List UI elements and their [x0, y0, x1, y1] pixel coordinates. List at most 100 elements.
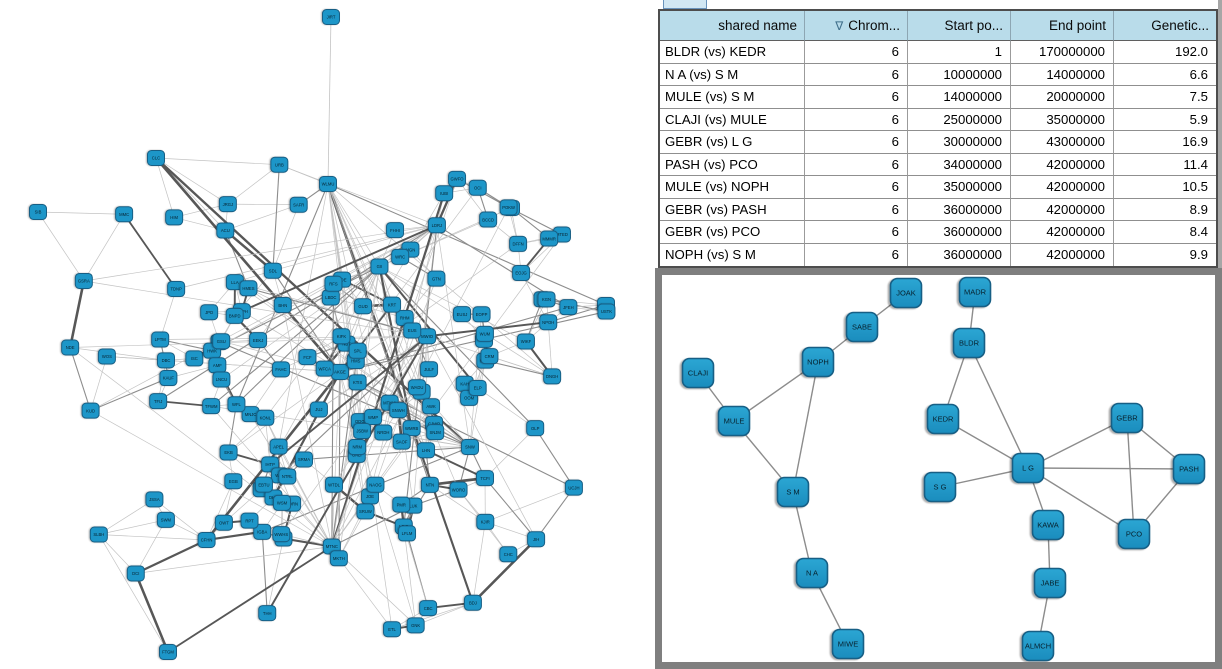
table-row[interactable]: GEBR (vs) L G 6 30000000 43000000 16.9	[660, 131, 1216, 154]
node-PCO[interactable]: PCO	[1117, 518, 1151, 550]
node-NOPH[interactable]: NOPH	[801, 346, 835, 378]
network-node[interactable]: LHN	[417, 442, 436, 459]
network-node[interactable]: WWHS	[272, 526, 291, 543]
node-MULE[interactable]: MULE	[717, 405, 751, 437]
table-row[interactable]: BLDR (vs) KEDR 6 1 170000000 192.0	[660, 41, 1216, 64]
network-node[interactable]: WMP	[364, 409, 383, 426]
network-node[interactable]: FAHC	[272, 361, 291, 378]
network-node[interactable]: KTIS	[348, 374, 367, 391]
table-row[interactable]: CLAJI (vs) MULE 6 25000000 35000000 5.9	[660, 108, 1216, 131]
network-node[interactable]: GSRA	[74, 272, 93, 289]
network-node[interactable]: GSU	[212, 333, 231, 350]
network-node[interactable]: GII	[370, 258, 389, 275]
network-node[interactable]: TCFI	[476, 470, 495, 487]
network-node[interactable]: CFHN	[197, 531, 216, 548]
node-MADR[interactable]: MADR	[958, 276, 992, 308]
network-node[interactable]: WFL	[227, 396, 246, 413]
network-node[interactable]: RPT	[240, 512, 259, 529]
network-node[interactable]: TDNP	[167, 280, 186, 297]
network-node[interactable]: AMF	[208, 357, 227, 374]
column-header-start-position[interactable]: Start po...	[908, 11, 1011, 41]
network-node[interactable]: SIB	[29, 204, 47, 220]
table-row[interactable]: MULE (vs) NOPH 6 35000000 42000000 10.5	[660, 176, 1216, 199]
network-node[interactable]: SWM	[156, 511, 175, 528]
network-node[interactable]: BCCD	[479, 211, 498, 228]
node-MIWE[interactable]: MIWE	[831, 628, 865, 660]
network-node[interactable]: JIH	[527, 531, 546, 548]
node-JABE[interactable]: JABE	[1033, 567, 1067, 599]
network-node[interactable]: WMRB	[402, 420, 421, 437]
network-node[interactable]: SPL	[348, 342, 367, 359]
network-node[interactable]: TFIJ	[149, 393, 168, 410]
network-node[interactable]: SAOF	[392, 433, 411, 450]
network-node[interactable]: NRM	[348, 439, 367, 456]
network-node[interactable]: EGB	[224, 473, 243, 490]
network-node[interactable]: WSM	[273, 494, 292, 511]
network-node[interactable]: CLC	[147, 150, 165, 166]
network-node[interactable]: JIRT	[322, 9, 340, 25]
network-node[interactable]: WTDL	[325, 476, 344, 493]
network-node[interactable]: LNCU	[212, 371, 231, 388]
node-JOAK[interactable]: JOAK	[889, 277, 923, 309]
network-node[interactable]: KRT	[383, 296, 402, 313]
network-node[interactable]: EBTU	[254, 476, 273, 493]
network-node[interactable]: IUBI	[435, 185, 454, 202]
network-node[interactable]: KIFK	[332, 328, 351, 345]
column-header-shared-name[interactable]: shared name	[660, 11, 805, 41]
network-node[interactable]: LFLM	[398, 525, 417, 542]
network-node[interactable]: LDRJ	[427, 217, 446, 234]
network-node[interactable]: USTK	[597, 303, 616, 320]
network-node[interactable]: AKGE	[331, 364, 349, 380]
network-node[interactable]: SAFR	[289, 196, 308, 213]
network-node[interactable]: KUD	[81, 402, 100, 419]
network-node[interactable]: URB	[270, 156, 289, 173]
column-header-genetic[interactable]: Genetic...	[1114, 11, 1216, 41]
node-BLDR[interactable]: BLDR	[952, 327, 986, 359]
column-header-end-point[interactable]: End point	[1011, 11, 1114, 41]
network-node[interactable]: DNGH	[543, 368, 562, 385]
network-node[interactable]: KAUF	[159, 370, 178, 387]
network-node[interactable]: ELP	[468, 379, 487, 396]
network-node[interactable]: WORO	[449, 481, 468, 498]
network-node[interactable]: RFS	[324, 275, 343, 292]
node-KEDR[interactable]: KEDR	[926, 403, 960, 435]
network-node[interactable]: EOPP	[472, 306, 491, 323]
network-node[interactable]: SNJM	[426, 424, 445, 441]
network-node[interactable]: MKTH	[329, 550, 348, 567]
network-node[interactable]: JSSA	[145, 491, 164, 508]
network-node[interactable]: APEL	[269, 438, 288, 455]
network-node[interactable]: CBC	[419, 600, 438, 617]
table-row[interactable]: MULE (vs) S M 6 14000000 20000000 7.5	[660, 86, 1216, 109]
network-node[interactable]: MMMR	[540, 230, 559, 247]
table-tab-stub[interactable]	[663, 0, 707, 9]
network-node[interactable]: PMR	[392, 496, 411, 513]
network-node[interactable]: JUJ	[309, 401, 328, 418]
network-node[interactable]: WFCA	[315, 360, 334, 377]
network-node[interactable]: NDE	[61, 339, 80, 356]
node-NA[interactable]: N A	[795, 557, 829, 589]
table-row[interactable]: N A (vs) S M 6 10000000 14000000 6.6	[660, 63, 1216, 86]
network-node[interactable]: OLP	[526, 420, 545, 437]
network-node[interactable]: UCJH	[564, 479, 583, 496]
network-node[interactable]: SDL	[263, 262, 282, 279]
network-node[interactable]: OCI	[468, 179, 487, 196]
network-node[interactable]: POKW	[499, 199, 518, 216]
network-node[interactable]: SNW	[461, 439, 479, 455]
network-node[interactable]: SRUW	[356, 503, 375, 520]
network-node[interactable]: MMC	[115, 206, 134, 223]
network-node[interactable]: JULF	[420, 361, 439, 378]
column-header-chromosome[interactable]: ∇ Chrom...	[805, 11, 908, 41]
network-node[interactable]: HMES	[239, 280, 258, 297]
network-node[interactable]: GWFO	[448, 170, 467, 187]
network-node[interactable]: GUD	[354, 298, 373, 315]
network-node[interactable]: LBDC	[321, 289, 340, 306]
network-node[interactable]: SLBH	[89, 526, 108, 543]
node-LG[interactable]: L G	[1011, 452, 1045, 484]
node-SG[interactable]: S G	[923, 471, 957, 503]
node-SABE[interactable]: SABE	[845, 311, 879, 343]
network-node[interactable]: GTN	[427, 270, 446, 287]
node-ALMCH[interactable]: ALMCH	[1021, 630, 1055, 662]
table-row[interactable]: PASH (vs) PCO 6 34000000 42000000 11.4	[660, 153, 1216, 176]
network-node[interactable]: NAOG	[366, 476, 385, 493]
network-node[interactable]: WOS	[97, 348, 116, 365]
